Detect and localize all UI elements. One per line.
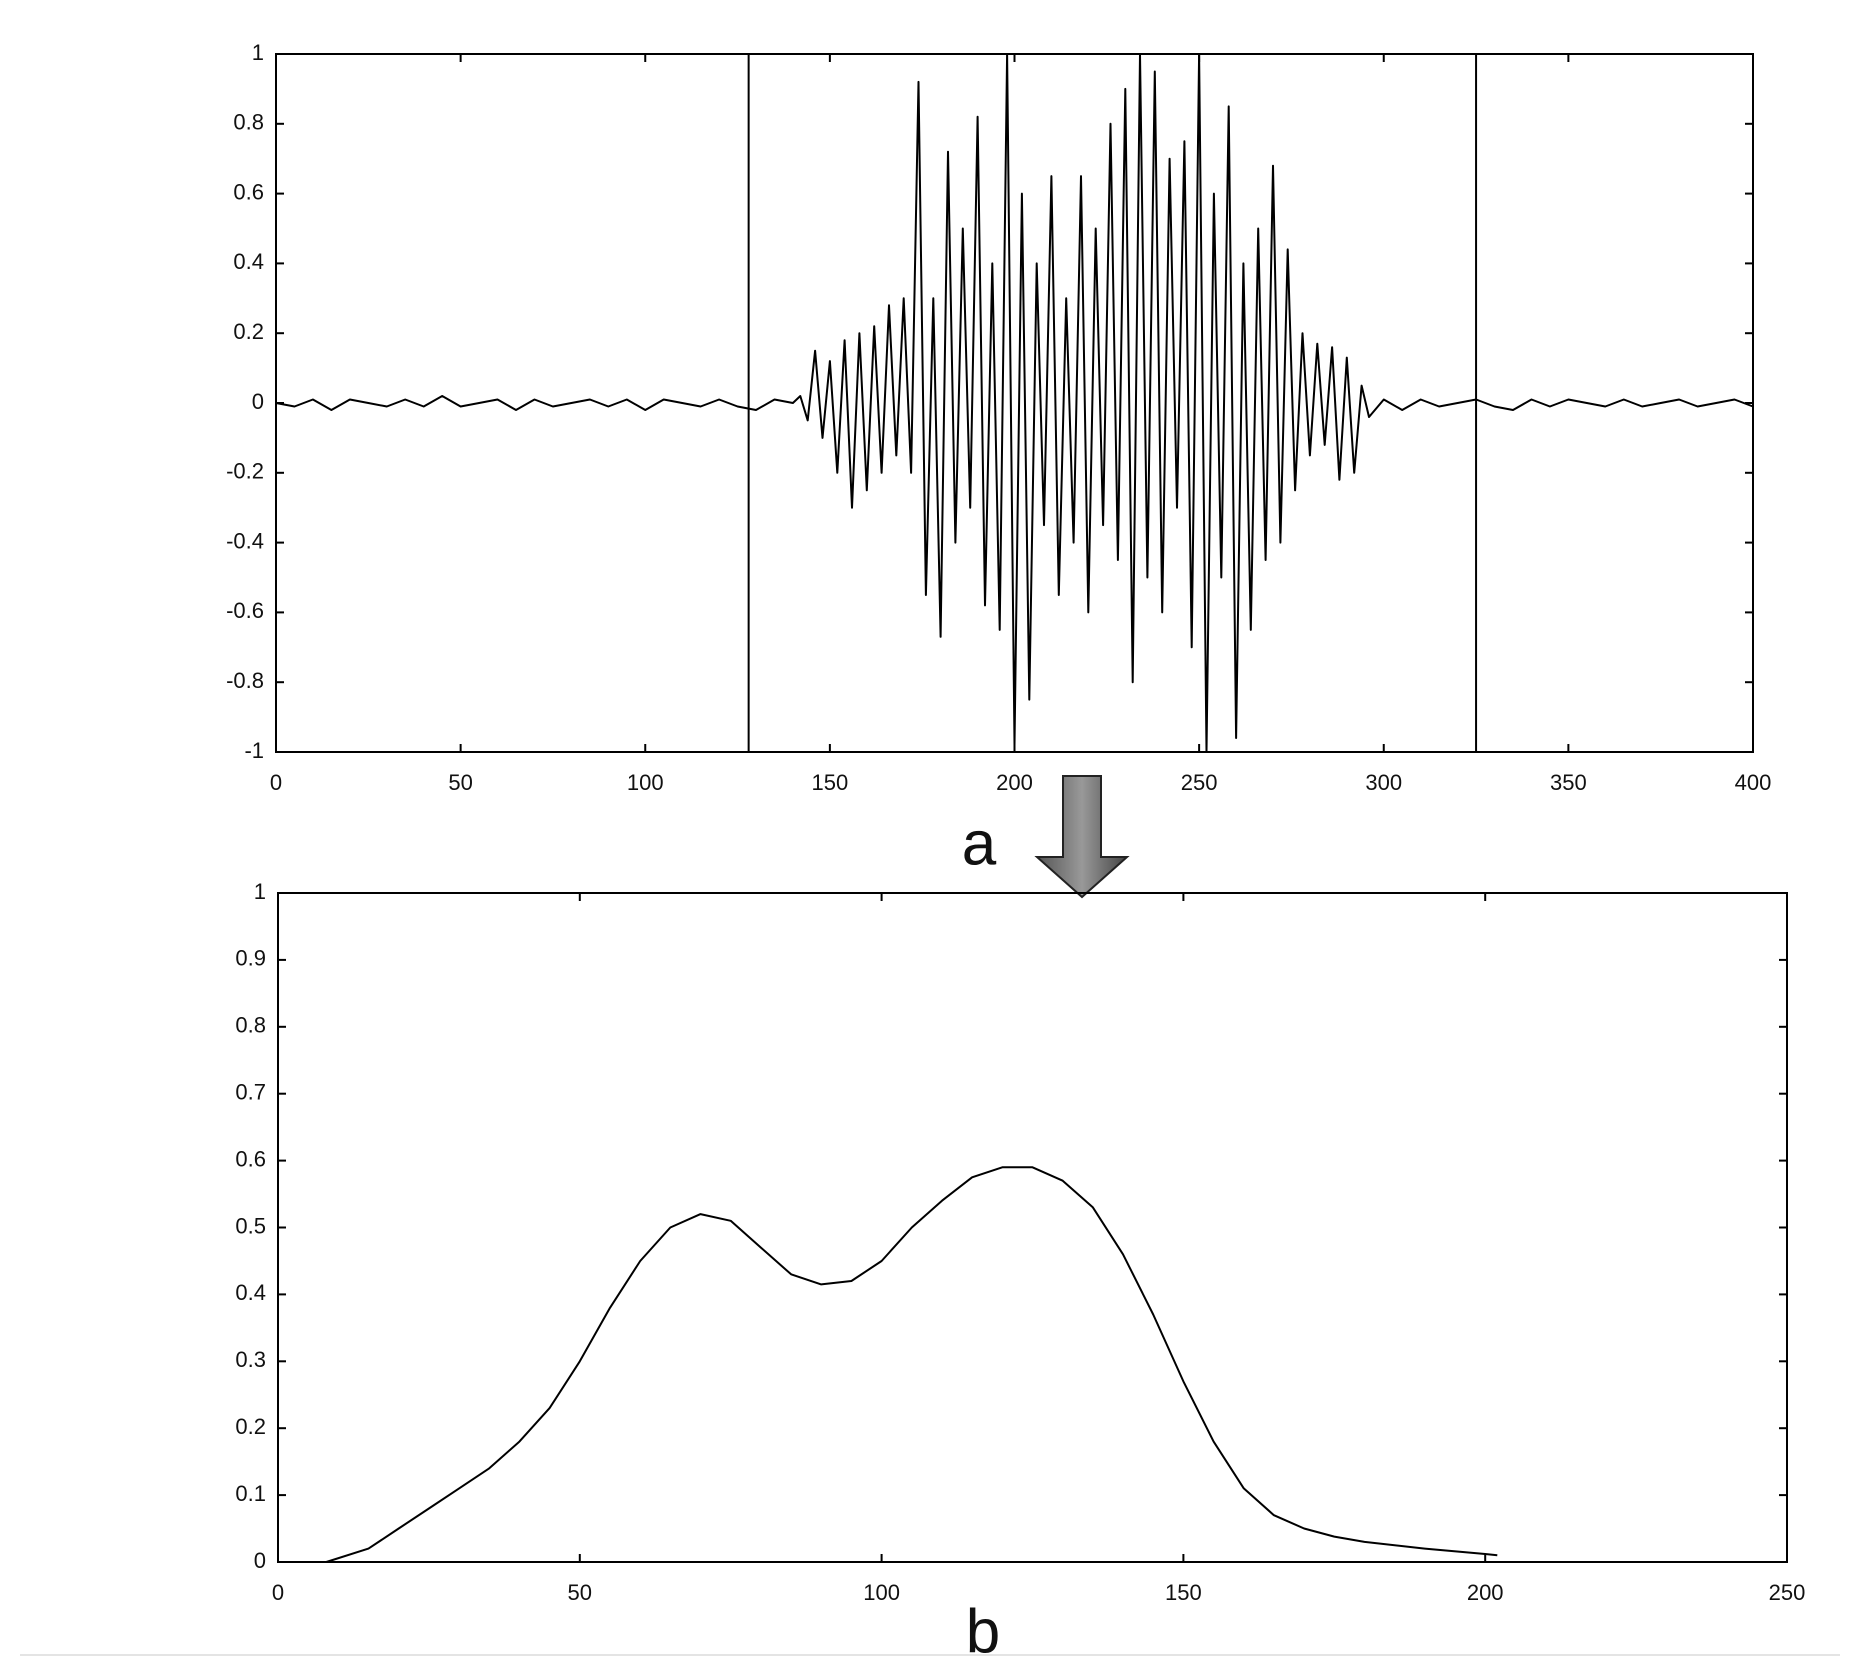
y-tick-label: 0.2 [233, 319, 264, 344]
panel-caption: a [962, 809, 997, 878]
x-tick-label: 250 [1769, 1580, 1806, 1605]
y-tick-label: -0.8 [226, 668, 264, 693]
y-tick-label: 0 [254, 1548, 266, 1573]
y-tick-label: 0.6 [235, 1146, 266, 1171]
x-tick-label: 50 [568, 1580, 592, 1605]
y-tick-label: -0.2 [226, 459, 264, 484]
y-tick-label: 0.3 [235, 1347, 266, 1372]
x-tick-label: 200 [996, 770, 1033, 795]
x-tick-label: 100 [627, 770, 664, 795]
y-tick-label: 0.1 [235, 1481, 266, 1506]
x-tick-label: 250 [1181, 770, 1218, 795]
y-tick-label: 1 [252, 40, 264, 65]
x-tick-label: 150 [812, 770, 849, 795]
x-tick-label: 0 [272, 1580, 284, 1605]
y-tick-label: 0.9 [235, 946, 266, 971]
x-tick-label: 0 [270, 770, 282, 795]
data-line [325, 1166, 1498, 1563]
x-tick-label: 300 [1365, 770, 1402, 795]
plot-frame [275, 53, 1754, 753]
x-tick-label: 50 [448, 770, 472, 795]
y-tick-label: 0.4 [233, 249, 264, 274]
x-tick-label: 400 [1735, 770, 1772, 795]
y-tick-label: 0.5 [235, 1213, 266, 1238]
y-tick-label: 0.4 [235, 1280, 266, 1305]
y-tick-label: -1 [244, 738, 264, 763]
x-tick-label: 150 [1165, 1580, 1202, 1605]
y-tick-label: 0.2 [235, 1414, 266, 1439]
y-tick-label: 0 [252, 389, 264, 414]
x-tick-label: 350 [1550, 770, 1587, 795]
y-tick-label: -0.6 [226, 598, 264, 623]
y-tick-label: 0.7 [235, 1080, 266, 1105]
arrow [1034, 775, 1130, 899]
panel-caption: b [966, 1597, 1000, 1665]
x-tick-label: 200 [1467, 1580, 1504, 1605]
y-tick-label: 1 [254, 879, 266, 904]
y-tick-label: 0.8 [233, 110, 264, 135]
y-tick-label: -0.4 [226, 528, 264, 553]
x-tick-label: 100 [863, 1580, 900, 1605]
plot-frame [277, 892, 1788, 1563]
data-line [275, 53, 1754, 753]
y-tick-label: 0.6 [233, 179, 264, 204]
y-tick-label: 0.8 [235, 1013, 266, 1038]
